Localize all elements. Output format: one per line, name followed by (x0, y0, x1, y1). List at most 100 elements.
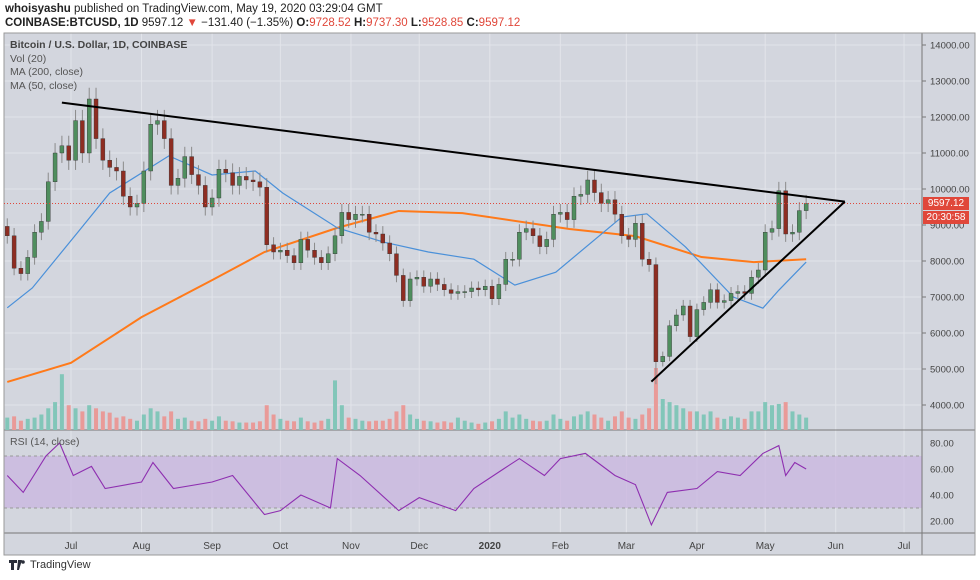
close-value: 9597.12 (478, 17, 521, 29)
candle-up (141, 170, 147, 204)
candle-down (114, 167, 119, 172)
volume-bar (121, 416, 126, 430)
price-tick-label: 5000.00 (930, 365, 964, 376)
legend-rsi[interactable]: RSI (14, close) (10, 436, 80, 448)
volume-bar (203, 418, 208, 430)
volume-bar (175, 418, 180, 430)
candle-down (653, 264, 659, 363)
volume-bar (776, 403, 781, 430)
candle-down (715, 289, 720, 303)
volume-bar (148, 408, 153, 430)
volume-bar (135, 420, 140, 430)
candle-down (564, 212, 570, 220)
volume-bar (537, 421, 542, 430)
candle-down (189, 156, 194, 175)
volume-bar (428, 421, 433, 430)
candle-down (640, 222, 645, 260)
volume-bar (59, 374, 64, 430)
volume-bar (312, 422, 317, 430)
time-tick-label: Aug (133, 541, 151, 552)
rsi-tick-label: 80.00 (930, 439, 954, 450)
open-label: O: (296, 17, 310, 29)
candle-up (462, 291, 467, 293)
candle-up (803, 203, 809, 211)
candle-up (325, 253, 331, 264)
candle-down (168, 138, 174, 186)
price-tick-label: 13000.00 (930, 77, 970, 88)
volume-bar (667, 402, 672, 430)
time-tick-label: Dec (410, 541, 428, 552)
candle-down (530, 228, 536, 237)
volume-bar (360, 420, 365, 430)
high-value: 9737.30 (366, 17, 408, 29)
volume-bar (797, 414, 802, 430)
volume-bar (421, 420, 426, 430)
candle-down (687, 305, 693, 337)
volume-bar (517, 414, 522, 430)
time-tick-label: Apr (689, 541, 705, 552)
candle-down (619, 213, 624, 236)
volume-bar (578, 414, 583, 430)
footer: TradingView (8, 559, 91, 571)
volume-bar (435, 422, 440, 430)
candle-up (660, 356, 665, 362)
volume-bar (264, 405, 269, 430)
brand-name: TradingView (30, 559, 91, 571)
volume-bar (292, 421, 297, 430)
candle-up (175, 177, 181, 186)
volume-bar (558, 418, 563, 430)
price-tick-label: 6000.00 (930, 329, 964, 340)
volume-bar (394, 411, 399, 430)
legend-ma200[interactable]: MA (200, close) (10, 66, 83, 78)
volume-bar (237, 422, 242, 430)
candle-up (544, 239, 549, 247)
last-price: 9597.12 (141, 17, 184, 29)
volume-bar (544, 420, 549, 430)
candle-down (380, 233, 386, 244)
candle-up (237, 176, 242, 186)
candle-up (407, 278, 413, 301)
volume-bar (244, 422, 249, 430)
volume-bar (271, 414, 276, 430)
low-value: 9528.85 (421, 17, 464, 29)
candle-up (155, 120, 160, 125)
candle-down (448, 289, 454, 294)
candle-up (524, 228, 529, 233)
ma50-line (6, 155, 807, 309)
volume-bar (169, 411, 174, 430)
rsi-line (6, 442, 807, 527)
candle-down (107, 159, 112, 168)
volume-bar (804, 417, 809, 430)
volume-bar (503, 411, 508, 430)
rsi-tick-label: 40.00 (930, 491, 954, 502)
candle-down (319, 257, 324, 263)
legend-volume[interactable]: Vol (20) (10, 52, 47, 65)
volume-bar (633, 418, 638, 430)
volume-bar (735, 417, 740, 430)
candle-up (517, 231, 522, 260)
volume-bar (688, 411, 693, 430)
candle-up (790, 231, 795, 235)
candle-down (626, 235, 631, 240)
volume-bar (305, 421, 310, 430)
candle-up (52, 152, 58, 182)
volume-bar (66, 405, 71, 430)
trendline (650, 200, 846, 383)
candle-down (305, 239, 310, 251)
candle-down (121, 170, 126, 197)
volume-bar (353, 418, 358, 430)
volume-bar (39, 414, 44, 430)
volume-bar (619, 411, 624, 430)
volume-bar (12, 416, 17, 430)
volume-bar (483, 422, 488, 430)
time-tick-label: Jul (898, 541, 911, 552)
candle-up (797, 210, 802, 233)
candle-up (87, 98, 92, 154)
candle-down (80, 120, 85, 154)
price-tick-label: 9000.00 (930, 221, 964, 232)
author[interactable]: whoisyashu (5, 3, 71, 15)
triangle-down-icon: ▼ (186, 17, 198, 29)
candle-down (223, 168, 228, 173)
legend-ma50[interactable]: MA (50, close) (10, 79, 78, 92)
